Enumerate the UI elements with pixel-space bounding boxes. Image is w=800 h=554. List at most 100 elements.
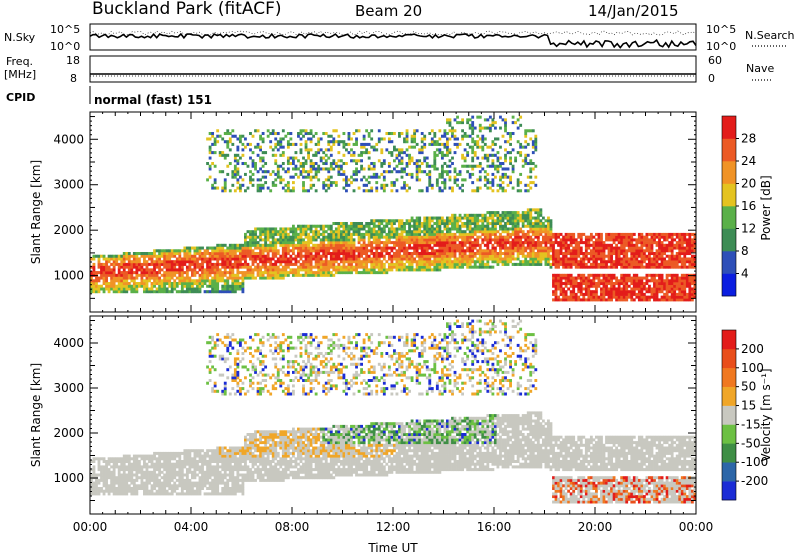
power-cell — [504, 126, 507, 130]
power-cell — [398, 134, 401, 138]
power-cell — [274, 227, 278, 231]
power-cell — [612, 252, 616, 256]
power-cell — [461, 254, 464, 258]
power-cell — [332, 162, 336, 166]
power-cell — [105, 265, 108, 269]
power-cell — [458, 142, 462, 146]
power-cell — [418, 148, 422, 152]
freq-trace — [90, 73, 772, 81]
power-cell — [334, 257, 338, 261]
power-cell — [519, 262, 523, 266]
power-cell — [491, 162, 495, 166]
power-cell — [238, 189, 242, 193]
power-cell — [211, 186, 215, 190]
power-cell — [279, 260, 283, 264]
power-cell — [221, 252, 225, 256]
power-cell — [451, 222, 454, 226]
power-cell — [259, 268, 262, 272]
power-cell — [423, 232, 427, 236]
power-cell — [670, 290, 674, 294]
power-cell — [178, 260, 182, 264]
power-cell — [408, 153, 411, 157]
power-cell — [456, 222, 459, 226]
power-cell — [284, 246, 288, 250]
power-cell — [216, 290, 220, 294]
power-cell — [458, 170, 462, 174]
power-cell — [90, 271, 93, 275]
power-cell — [107, 265, 111, 269]
power-cell — [509, 134, 512, 138]
power-cell — [494, 227, 497, 231]
power-cell — [302, 181, 305, 185]
power-cell — [660, 257, 664, 261]
power-cell — [554, 235, 558, 239]
power-cell — [478, 170, 482, 174]
power-cell — [241, 183, 245, 187]
power-cell — [600, 273, 603, 277]
power-cell — [302, 189, 305, 193]
power-cell — [375, 265, 379, 269]
power-cell — [668, 282, 672, 286]
power-cell — [632, 290, 636, 294]
power-cell — [456, 219, 459, 223]
power-cell — [405, 164, 409, 168]
power-cell — [223, 181, 227, 185]
power-cell — [372, 219, 376, 223]
power-cell — [539, 227, 543, 231]
power-cell — [680, 290, 684, 294]
power-cell — [170, 276, 174, 280]
power-cell — [168, 268, 172, 272]
power-cell — [226, 290, 230, 294]
power-cell — [600, 290, 603, 294]
power-cell — [231, 271, 235, 275]
power-cell — [425, 186, 429, 190]
power-cell — [491, 121, 495, 125]
power-cell — [216, 276, 220, 280]
power-cell — [196, 271, 199, 275]
power-cell — [506, 167, 510, 171]
power-cell — [665, 282, 669, 286]
power-cell — [582, 292, 586, 296]
power-cell — [668, 284, 672, 288]
power-cell — [208, 271, 212, 275]
power-cell — [582, 276, 586, 280]
power-cell — [380, 265, 384, 269]
power-cell — [483, 126, 487, 130]
power-cell — [135, 252, 139, 256]
power-cell — [196, 249, 199, 253]
power-cell — [435, 167, 439, 171]
power-cell — [327, 183, 331, 187]
power-cell — [387, 151, 391, 155]
power-cell — [463, 238, 467, 242]
power-cell — [107, 273, 111, 277]
power-cell — [135, 257, 139, 261]
power-cell — [395, 230, 399, 234]
power-cell — [350, 224, 353, 228]
power-cell — [435, 224, 439, 228]
power-cell — [622, 252, 626, 256]
power-cell — [471, 181, 475, 185]
power-cell — [284, 227, 288, 231]
power-cell — [233, 175, 237, 179]
power-cell — [387, 227, 391, 231]
power-cell — [112, 290, 116, 294]
power-cell — [564, 257, 568, 261]
power-cell — [645, 241, 649, 245]
power-cell — [428, 178, 432, 182]
power-cell — [499, 235, 502, 239]
power-cell — [314, 262, 318, 266]
power-cell — [577, 282, 581, 286]
power-cell — [357, 159, 361, 163]
power-cell — [370, 129, 374, 133]
power-cell — [488, 227, 492, 231]
power-cell — [350, 241, 353, 245]
power-cell — [345, 227, 348, 231]
power-cell — [524, 162, 528, 166]
power-cell — [534, 227, 538, 231]
power-cell — [375, 219, 379, 223]
power-cell — [302, 164, 305, 168]
power-cell — [122, 273, 126, 277]
power-cell — [276, 249, 280, 253]
power-cell — [673, 295, 677, 299]
power-cell — [478, 186, 482, 190]
